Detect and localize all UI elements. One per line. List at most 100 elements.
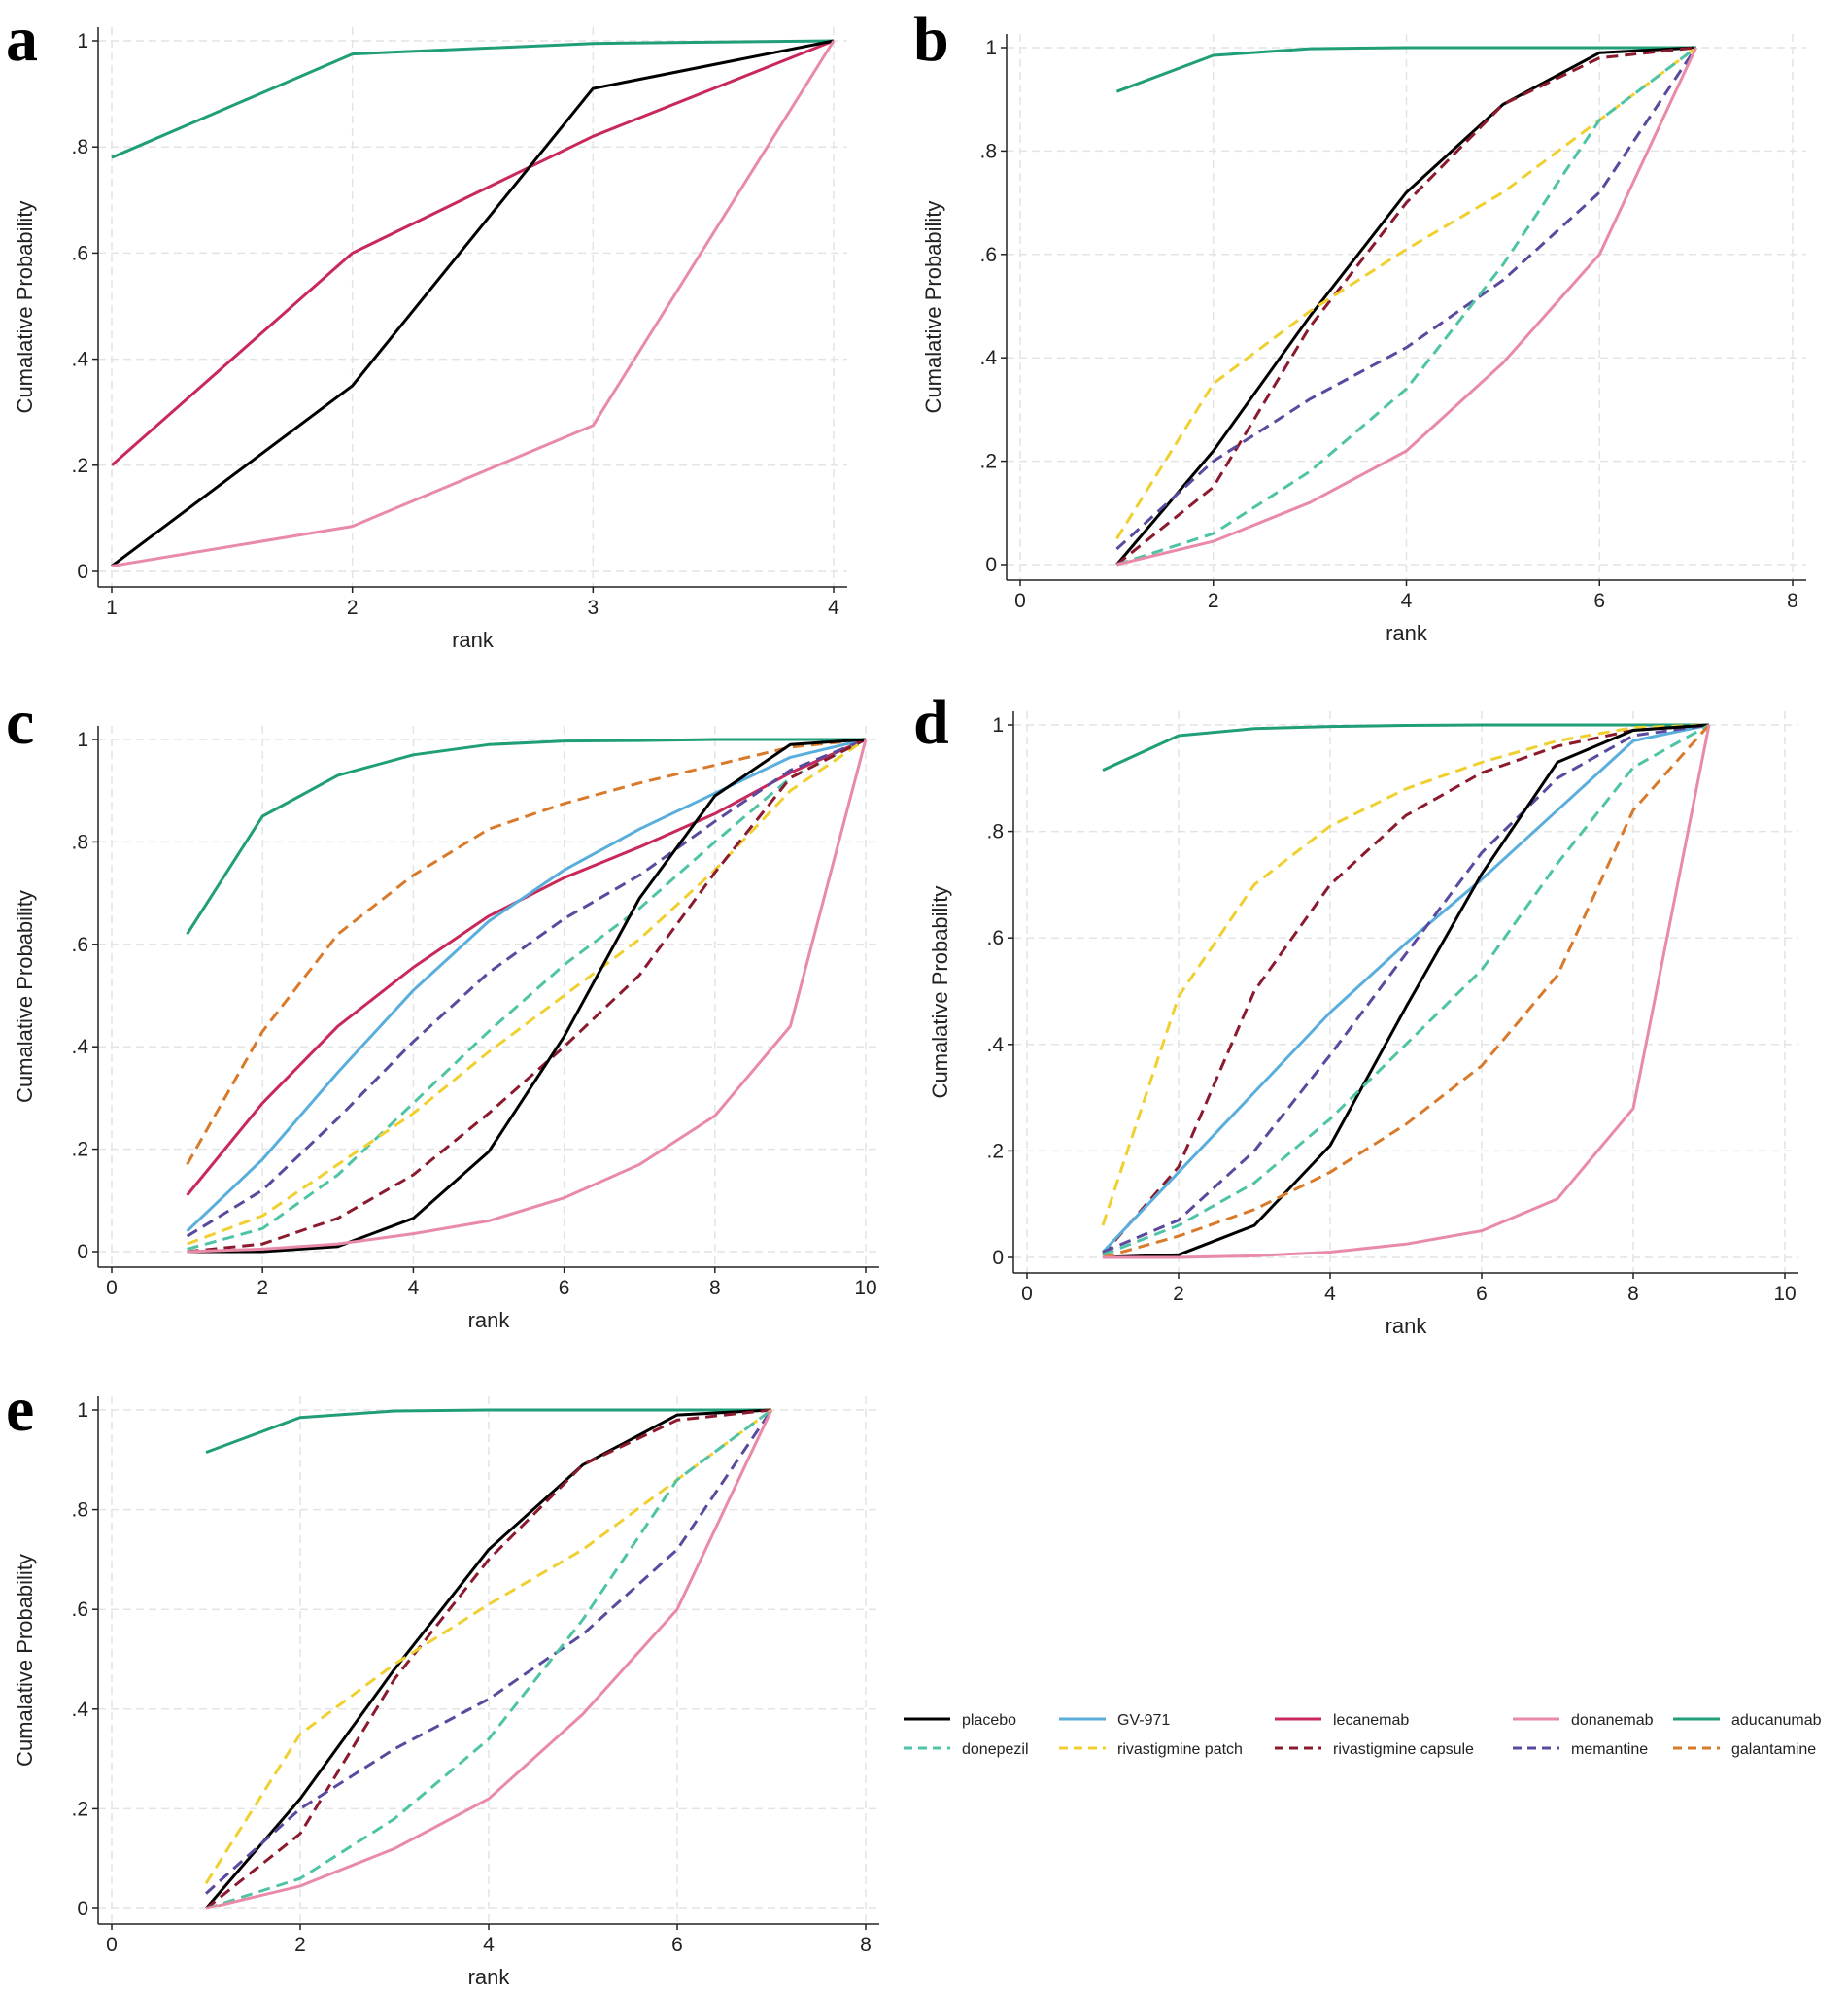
y-tick-label: .6: [71, 934, 88, 956]
series-line-aducanumab: [1102, 723, 1709, 772]
series-line-rivastigmine-capsule: [1115, 46, 1696, 567]
series-line-placebo: [111, 39, 835, 567]
x-axis-title: rank: [468, 1308, 511, 1332]
panel-letter: b: [913, 4, 949, 75]
x-tick-label: 6: [1593, 590, 1605, 612]
y-tick-label: .4: [986, 1034, 1004, 1056]
series-line-donanemab: [1103, 724, 1711, 1259]
series-line-lecanemab: [111, 39, 835, 466]
legend-item: GV-971: [1059, 1712, 1170, 1729]
series-line-rivastigmine-patch: [1101, 723, 1710, 1226]
y-tick-label: .4: [979, 347, 997, 369]
x-tick-label: 4: [408, 1277, 420, 1299]
x-tick-label: 0: [106, 1934, 118, 1956]
series-line-rivastigmine-capsule: [205, 1408, 772, 1910]
y-tick-label: .8: [979, 140, 997, 162]
panel-a: 0 .2 .4 .6 .8 1 1 2 3 4 rank Cumalative Probability…: [6, 4, 847, 652]
legend-label: rivastigmine patch: [1117, 1741, 1243, 1758]
y-tick-label: .6: [71, 1598, 88, 1621]
y-tick-label: .6: [986, 927, 1004, 949]
legend: placebo GV-971 lecanemab donanemab aducanuma…: [904, 1712, 1822, 1758]
panel-letter: c: [6, 687, 34, 758]
y-tick-label: 0: [77, 561, 88, 583]
series-line-aducanumab: [205, 1408, 771, 1455]
y-tick-label: 1: [77, 30, 88, 52]
y-tick-label: 1: [77, 729, 88, 751]
series-line-aducanumab: [111, 39, 835, 159]
y-tick-label: 0: [77, 1241, 88, 1263]
legend-item: rivastigmine capsule: [1275, 1741, 1474, 1758]
legend-label: aducanumab: [1731, 1712, 1822, 1729]
legend-item: placebo: [904, 1712, 1016, 1729]
x-axis-title: rank: [468, 1965, 511, 1989]
y-tick-label: .6: [979, 244, 997, 266]
x-tick-label: 8: [1627, 1283, 1639, 1305]
y-tick-label: 1: [77, 1399, 88, 1422]
panel-e: 0 .2 .4 .6 .8 1 0 2 4 6 8 rank Cumalative Probabilit…: [6, 1374, 879, 1989]
y-tick-label: 0: [77, 1898, 88, 1920]
x-tick-label: 2: [257, 1277, 268, 1299]
legend-label: donepezil: [962, 1741, 1029, 1758]
x-tick-label: 0: [1021, 1283, 1033, 1305]
series-line-aducanumab: [1115, 46, 1696, 93]
y-tick-label: 1: [992, 714, 1004, 737]
x-axis-title: rank: [1386, 1314, 1428, 1338]
x-tick-label: 2: [1173, 1283, 1184, 1305]
legend-item: lecanemab: [1275, 1712, 1409, 1729]
y-axis-title: Cumalative Probability: [13, 201, 37, 414]
series-line-memantine: [1102, 723, 1710, 1254]
legend-label: lecanemab: [1333, 1712, 1409, 1729]
series-line-donanemab: [111, 40, 836, 567]
series-line-rivastigmine-patch: [187, 738, 867, 1246]
y-tick-label: .2: [71, 1798, 88, 1820]
legend-item: memantine: [1513, 1741, 1648, 1758]
legend-label: rivastigmine capsule: [1333, 1741, 1474, 1758]
x-tick-label: 4: [483, 1934, 495, 1956]
series-line-placebo: [1102, 723, 1710, 1259]
y-tick-label: 0: [985, 554, 997, 576]
series-line-memantine: [1115, 47, 1697, 551]
x-tick-label: 6: [559, 1277, 570, 1299]
x-tick-label: 2: [347, 597, 359, 619]
series-line-placebo: [1115, 46, 1696, 566]
x-tick-label: 0: [1014, 590, 1026, 612]
series-line-gv-971: [186, 738, 867, 1232]
legend-item: donepezil: [904, 1741, 1029, 1758]
y-tick-label: .2: [71, 1139, 88, 1161]
y-axis-title: Cumalative Probability: [13, 1554, 37, 1767]
series-line-placebo: [187, 738, 867, 1254]
x-tick-label: 4: [1401, 590, 1413, 612]
legend-label: memantine: [1571, 1741, 1648, 1758]
legend-item: aducanumab: [1673, 1712, 1822, 1729]
series-line-rivastigmine-capsule: [187, 738, 867, 1254]
y-tick-label: .2: [986, 1140, 1004, 1162]
x-axis-title: rank: [452, 628, 495, 652]
legend-label: donanemab: [1571, 1712, 1654, 1729]
legend-item: rivastigmine patch: [1059, 1741, 1243, 1758]
y-tick-label: .4: [71, 1699, 88, 1721]
y-tick-label: .8: [71, 136, 88, 158]
series-line-donanemab: [205, 1409, 773, 1910]
series-line-galantamine: [186, 738, 867, 1166]
series-line-donepezil: [187, 738, 867, 1251]
x-tick-label: 0: [106, 1277, 118, 1299]
legend-label: placebo: [962, 1712, 1016, 1729]
series-line-gv-971: [1101, 723, 1710, 1254]
x-tick-label: 1: [106, 597, 118, 619]
legend-item: galantamine: [1673, 1741, 1816, 1758]
x-tick-label: 4: [828, 597, 839, 619]
x-tick-label: 2: [294, 1934, 306, 1956]
y-tick-label: 1: [985, 37, 997, 59]
x-tick-label: 6: [1476, 1283, 1488, 1305]
y-tick-label: .6: [71, 242, 88, 264]
series-line-donepezil: [1102, 723, 1710, 1256]
y-tick-label: .4: [71, 349, 88, 371]
series-line-donepezil: [205, 1408, 772, 1910]
series-line-rivastigmine-patch: [204, 1408, 772, 1885]
x-tick-label: 4: [1324, 1283, 1336, 1305]
panel-letter: a: [6, 4, 38, 75]
panel-b: 0 .2 .4 .6 .8 1 0 2 4 6 8 rank Cumalative Probabilit…: [913, 4, 1806, 645]
x-tick-label: 10: [1773, 1283, 1796, 1305]
series-line-memantine: [186, 738, 867, 1238]
